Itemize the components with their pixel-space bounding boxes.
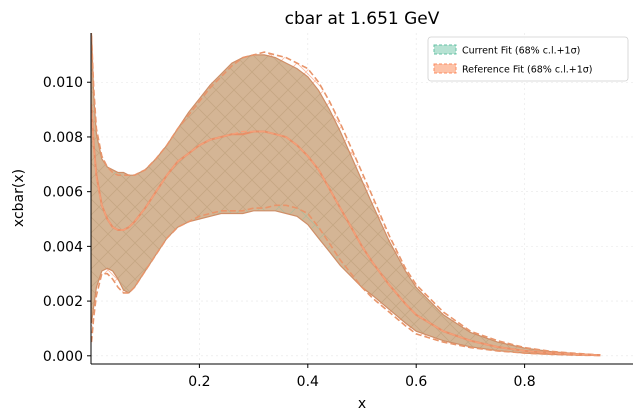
legend-box xyxy=(427,36,629,82)
y-tick-label: 0.008 xyxy=(43,130,83,146)
x-tick-label: 0.2 xyxy=(188,374,210,390)
y-tick-label: 0.010 xyxy=(43,75,83,91)
legend: Current Fit (68% c.l.+1σ) Reference Fit (… xyxy=(427,36,629,82)
current-fit-hatch xyxy=(91,33,601,356)
y-tick-label: 0.006 xyxy=(43,185,83,201)
ticks: 0.2 0.4 0.6 0.8 0.000 0.002 0.004 0.006 0.008 0.0… xyxy=(43,75,536,390)
x-tick-label: 0.4 xyxy=(297,374,319,390)
x-tick-label: 0.6 xyxy=(405,374,427,390)
y-tick-label: 0.002 xyxy=(43,294,83,310)
reference-fit-central-line xyxy=(90,104,601,356)
bands xyxy=(91,33,601,356)
reference-fit-upper-line xyxy=(90,35,601,356)
y-tick-label: 0.000 xyxy=(43,349,83,365)
y-tick-label: 0.004 xyxy=(43,239,83,255)
legend-entry-label: Reference Fit (68% c.l.+1σ) xyxy=(462,65,593,76)
reference-fit-lower-line xyxy=(90,204,601,357)
chart-title: cbar at 1.651 GeV xyxy=(285,9,440,29)
legend-swatch xyxy=(433,63,457,74)
current-fit-upper-line xyxy=(90,32,601,356)
x-tick-label: 0.8 xyxy=(513,374,535,390)
x-axis-label: x xyxy=(358,396,366,412)
series-lines xyxy=(90,32,601,357)
current-fit-lower-line xyxy=(90,210,601,357)
y-axis-label: xcbar(x) xyxy=(11,169,27,227)
legend-swatch xyxy=(433,44,457,55)
axes xyxy=(90,33,633,365)
gridlines xyxy=(91,33,633,364)
legend-entry-label: Current Fit (68% c.l.+1σ) xyxy=(462,46,580,57)
